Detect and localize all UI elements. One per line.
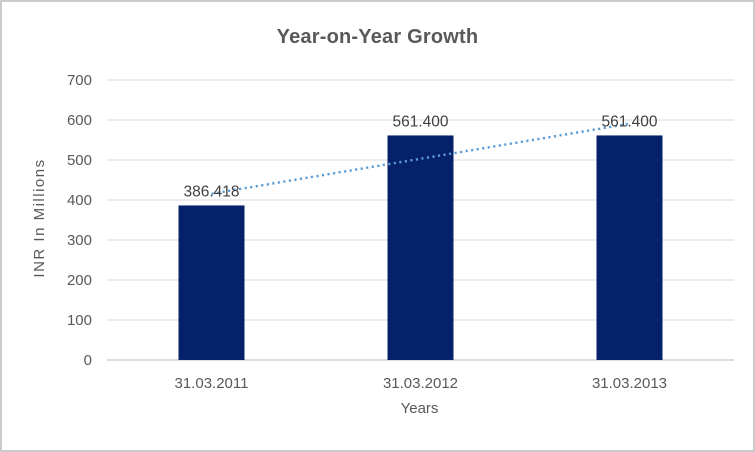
data-label: 561.400	[392, 113, 448, 130]
data-label: 561.400	[601, 113, 657, 130]
y-tick-label: 100	[67, 312, 92, 329]
y-tick-label: 0	[84, 352, 92, 369]
x-axis-title: Years	[400, 400, 439, 417]
y-tick-label: 400	[67, 192, 92, 209]
x-tick-label: 31.03.2011	[175, 375, 249, 392]
bar-31.03.2013	[596, 135, 663, 360]
trendline	[211, 122, 630, 195]
bar-31.03.2011	[178, 205, 245, 360]
chart-title: Year-on-Year Growth	[276, 26, 479, 48]
x-tick-label: 31.03.2013	[592, 375, 667, 392]
y-tick-label: 500	[67, 152, 92, 169]
data-label: 386.418	[183, 183, 239, 200]
y-tick-label: 600	[67, 112, 92, 129]
y-tick-label: 700	[67, 72, 92, 89]
y-tick-label: 300	[67, 232, 92, 249]
y-tick-label: 200	[67, 272, 92, 289]
x-tick-label: 31.03.2012	[383, 375, 458, 392]
bar-31.03.2012	[387, 135, 454, 360]
